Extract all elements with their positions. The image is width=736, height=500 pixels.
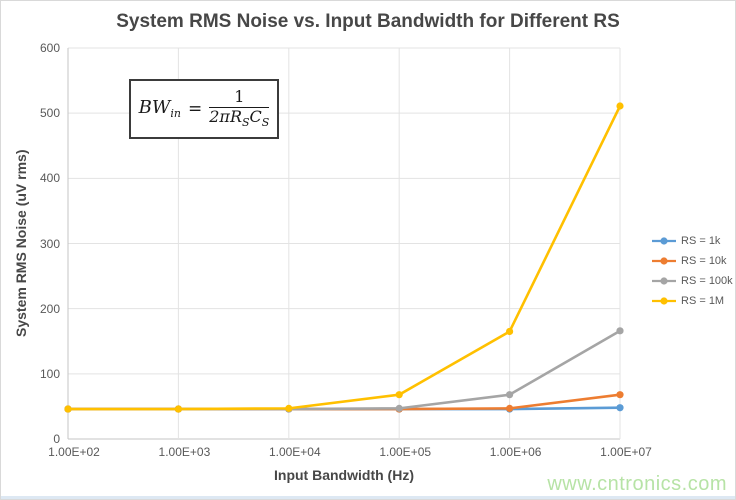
legend-marker-icon [652,237,676,245]
y-axis-title: System RMS Noise (uV rms) [13,149,29,338]
y-tick-label: 200 [39,301,60,316]
chart-legend: RS = 1k RS = 10k RS = 100k RS = 1M [651,231,733,311]
fraction-bar [209,106,270,109]
chart-title: System RMS Noise vs. Input Bandwidth for… [116,11,620,32]
series-marker-rs-1m [174,405,182,413]
series-marker-rs-100k [506,391,514,399]
series-marker-rs-1m [616,102,624,110]
watermark-text: www.cntronics.com [547,473,727,495]
y-tick-label: 300 [39,236,60,251]
legend-marker-icon [652,277,676,285]
y-tick-label: 400 [39,171,60,186]
series-marker-rs-10k [616,391,624,399]
bandwidth-formula-annotation: BWin = 1 2πRSCS [129,79,279,139]
y-tick-label: 100 [39,366,60,381]
legend-label: RS = 100k [681,275,733,287]
series-marker-rs-1m [64,405,72,413]
x-tick-label: 1.00E+02 [48,445,100,459]
x-tick-label: 1.00E+03 [158,445,211,459]
bottom-accent-strip [1,496,735,499]
x-tick-label: 1.00E+07 [600,445,652,459]
series-marker-rs-10k [506,404,514,412]
legend-item: RS = 1M [651,291,733,311]
y-tick-label: 600 [39,41,60,55]
legend-label: RS = 10k [681,255,727,267]
series-marker-rs-100k [395,404,403,412]
legend-marker-icon [652,297,676,305]
series-marker-rs-1m [285,404,293,412]
formula-equals: = [188,99,203,119]
x-tick-label: 1.00E+04 [268,445,321,459]
x-tick-label: 1.00E+06 [489,445,542,459]
y-tick-label: 0 [53,432,60,446]
legend-marker-icon [652,257,676,265]
x-axis-title: Input Bandwidth (Hz) [274,467,414,483]
legend-item: RS = 10k [651,251,733,271]
formula-denominator: 2πRSCS [209,107,270,130]
series-marker-rs-1m [395,391,403,399]
legend-label: RS = 1M [681,295,725,307]
series-marker-rs-100k [616,327,624,335]
legend-label: RS = 1k [681,235,721,247]
series-line-rs-1m [66,104,622,411]
series-marker-rs-1m [506,327,514,336]
y-tick-label: 500 [39,106,60,121]
formula-fraction: 1 2πRSCS [209,86,270,130]
legend-item: RS = 1k [651,231,733,251]
legend-item: RS = 100k [651,271,733,291]
series-marker-rs-1k [616,404,624,412]
formula-lhs: BWin [138,97,181,121]
x-tick-label: 1.00E+05 [379,445,432,459]
series-line-rs-100k [66,329,622,411]
formula-numerator: 1 [234,86,245,106]
